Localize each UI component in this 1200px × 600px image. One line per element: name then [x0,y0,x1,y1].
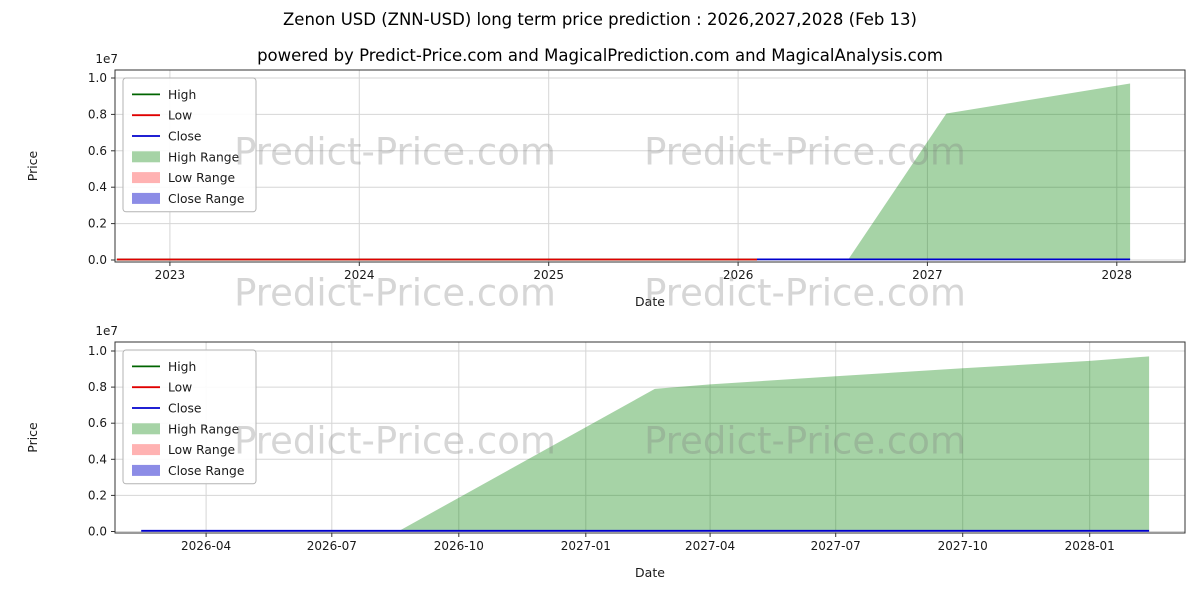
x-tick-label: 2028 [1102,268,1133,282]
legend-label: Close Range [168,192,244,206]
x-tick-label: 2027-10 [938,539,988,553]
x-tick-label: 2027-01 [561,539,611,553]
x-tick-label: 2025 [533,268,564,282]
y-axis-label: Price [25,422,40,453]
y-tick-label: 0.2 [88,217,107,231]
y-tick-label: 1.0 [88,71,107,85]
legend-label: Low Range [168,171,235,185]
x-tick-label: 2026-04 [181,539,231,553]
x-axis-label: Date [635,294,665,309]
legend-sample-close-range [132,192,160,204]
y-tick-label: 0.0 [88,253,107,267]
x-tick-label: 2023 [155,268,186,282]
y-tick-label: 0.6 [88,144,107,158]
y-axis-offset-label: 1e7 [95,324,118,338]
y-tick-label: 0.0 [88,525,107,539]
legend-label: Low [168,109,192,123]
legend-label: Low [168,381,192,395]
legend-box [122,77,257,213]
legend-sample-low-range [132,444,160,456]
series-high-range [847,83,1131,260]
chart-monthly-prediction: 2026-04 2026-07 2026-10 2027-01 2027-04 2027-… [25,324,1186,580]
chart-title: Zenon USD (ZNN-USD) long term price pred… [283,10,917,29]
legend: High Low Close High Range Low Range Close Ran… [122,77,257,213]
chart-subtitle: powered by Predict-Price.com and Magical… [257,46,943,65]
x-tick-label: 2024 [344,268,375,282]
legend-sample-close-range [132,464,160,476]
x-tick-label: 2026 [723,268,754,282]
x-tick-label: 2027-04 [685,539,735,553]
legend-label: High [168,88,196,102]
y-tick-label: 0.4 [88,180,107,194]
x-tick-label: 2026-07 [307,539,357,553]
legend-sample-low-range [132,172,160,184]
legend-label: Low Range [168,443,235,457]
legend-label: High Range [168,150,239,164]
series-high-range [398,356,1150,532]
y-tick-label: 0.8 [88,107,107,121]
x-tick-label: 2026-10 [434,539,484,553]
y-tick-label: 0.4 [88,452,107,466]
legend-label: High Range [168,422,239,436]
plot-border [114,341,1186,534]
chart-yearly-history-and-prediction: 2023 2024 2025 2026 2027 2028 0.0 0.2 0.4 0.6 0.8 1… [25,52,1186,309]
x-axis-label: Date [635,565,665,580]
y-tick-label: 0.6 [88,416,107,430]
legend-sample-high-range [132,423,160,435]
legend-label: Close [168,402,202,416]
legend: High Low Close High Range Low Range Close Ran… [122,349,257,485]
x-tick-label: 2027 [912,268,943,282]
x-tick-label: 2028-01 [1065,539,1115,553]
legend-label: High [168,360,196,374]
y-tick-label: 0.8 [88,380,107,394]
y-tick-label: 0.2 [88,488,107,502]
y-tick-label: 1.0 [88,344,107,358]
legend-label: Close Range [168,464,244,478]
legend-label: Close [168,130,202,144]
legend-box [122,349,257,485]
legend-sample-high-range [132,151,160,163]
plot-border [114,69,1186,263]
y-axis-offset-label: 1e7 [95,52,118,66]
x-tick-label: 2027-07 [811,539,861,553]
y-axis-label: Price [25,150,40,181]
